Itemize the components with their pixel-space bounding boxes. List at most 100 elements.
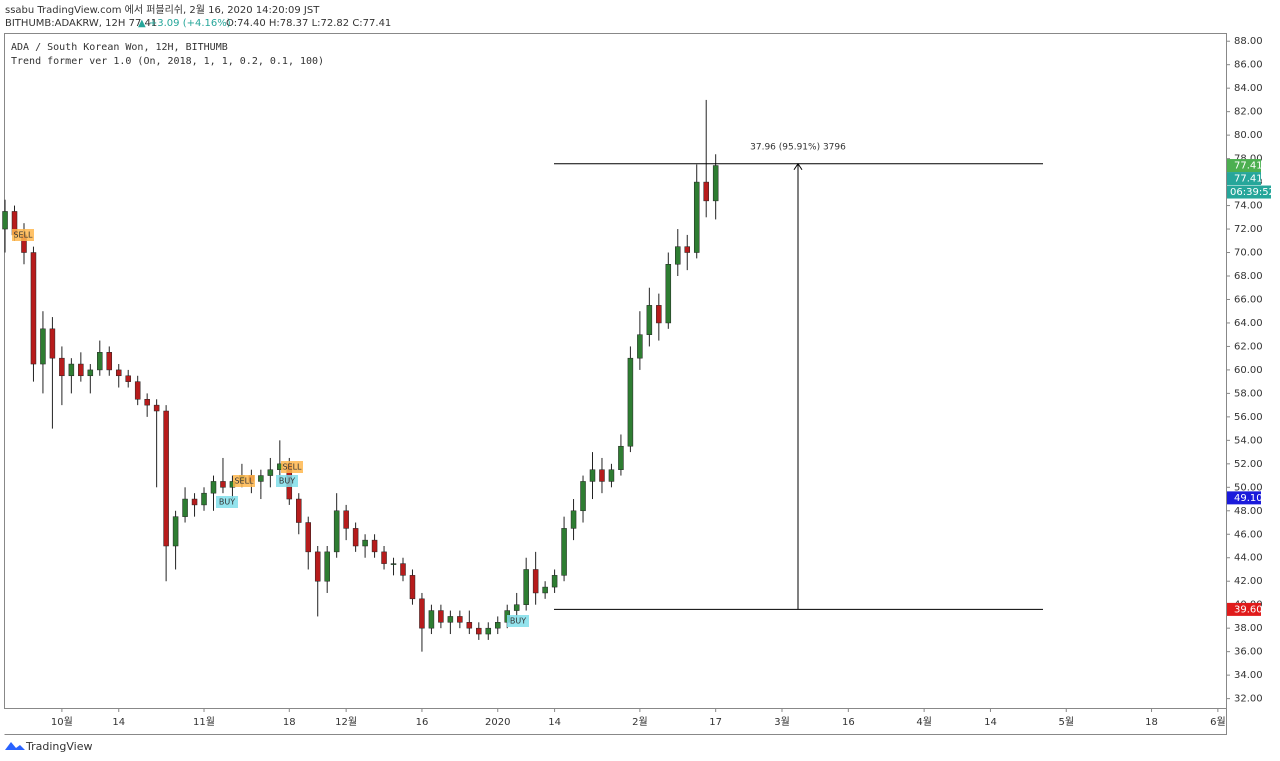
y-tick-label: 42.00 (1234, 576, 1263, 587)
candle-body (324, 551, 330, 582)
candle-body (371, 539, 378, 553)
signal-label: BUY (279, 477, 295, 486)
y-tick-label: 80.00 (1234, 130, 1263, 141)
candle-body (314, 551, 321, 582)
candle-body (59, 357, 65, 377)
candle-body (551, 575, 558, 588)
candle-body (419, 598, 425, 629)
candle-body (580, 481, 586, 512)
candle-body (409, 575, 416, 600)
candle-body (627, 357, 634, 447)
price-label: 39.60 (1234, 604, 1263, 615)
y-tick-label: 66.00 (1234, 294, 1263, 305)
signal-box (12, 229, 34, 241)
candle-body (333, 510, 340, 553)
signal-label: SELL (234, 477, 254, 486)
candle-body (523, 569, 529, 605)
candle-body (144, 399, 150, 406)
candle-body (220, 481, 226, 488)
candle-body (466, 622, 473, 629)
candle-body (172, 516, 179, 547)
signal-box (276, 475, 298, 487)
signal-box (216, 496, 238, 508)
x-tick-label: 4월 (916, 716, 932, 728)
x-tick-label: 11월 (193, 716, 215, 728)
candle-body (476, 627, 482, 635)
x-tick-label: 18 (1145, 717, 1158, 728)
candle-body (210, 481, 217, 494)
countdown: 06:39:52 (1230, 187, 1275, 198)
arrow-head (793, 162, 803, 171)
candle-body (570, 510, 577, 529)
y-tick-label: 72.00 (1234, 224, 1263, 235)
y-tick-label: 54.00 (1234, 435, 1263, 446)
price-label: 77.41 (1234, 161, 1263, 172)
candle-body (457, 616, 463, 623)
price-label-box (1227, 491, 1261, 505)
candle-body (438, 610, 444, 623)
y-tick-label: 64.00 (1234, 318, 1263, 329)
candle-body (305, 522, 311, 553)
x-tick-label: 14 (548, 717, 561, 728)
candle-body (712, 165, 719, 202)
y-tick-label: 62.00 (1234, 341, 1263, 352)
candle-body (115, 369, 122, 377)
legend-indicator: Trend former ver 1.0 (On, 2018, 1, 1, 0.… (11, 56, 324, 67)
candle-body (191, 498, 198, 506)
candle-body (513, 604, 520, 611)
price-label: 77.41 (1234, 174, 1263, 185)
candle-body (589, 469, 596, 482)
candle-body (97, 352, 103, 371)
candle-body (182, 498, 188, 517)
y-tick-label: 56.00 (1234, 412, 1263, 423)
y-tick-label: 86.00 (1234, 60, 1263, 71)
candle-body (637, 334, 643, 359)
candle-body (608, 469, 615, 482)
x-tick-label: 6월 (1210, 716, 1226, 728)
candle-body (646, 305, 653, 335)
candle-body (78, 363, 84, 377)
measure-label: 37.96 (95.91%) 3796 (750, 142, 846, 152)
candle-body (542, 586, 548, 594)
candle-body (106, 352, 113, 371)
x-tick-label: 2월 (632, 716, 648, 728)
candle-body (163, 410, 169, 547)
candle-body (296, 498, 302, 523)
signal-box (507, 615, 529, 627)
candle-body (381, 551, 387, 564)
candle-body (675, 246, 681, 265)
candle-body (665, 264, 672, 324)
signal-box (233, 475, 255, 487)
signal-label: BUY (219, 498, 235, 507)
candle-body (494, 622, 501, 629)
x-tick-label: 17 (709, 717, 722, 728)
y-tick-label: 68.00 (1234, 271, 1263, 282)
signal-label: SELL (282, 463, 302, 472)
candle-body (134, 381, 141, 400)
candle-body (40, 328, 46, 365)
legend-symbol: ADA / South Korean Won, 12H, BITHUMB (11, 42, 228, 53)
candle-body (390, 563, 397, 565)
y-tick-label: 46.00 (1234, 529, 1263, 540)
candle-body (352, 528, 359, 547)
y-tick-label: 52.00 (1234, 459, 1263, 470)
candle-body (201, 492, 207, 506)
x-tick-label: 2020 (485, 717, 510, 728)
publish-info: ssabu TradingView.com 에서 퍼블리쉬, 2월 16, 20… (5, 4, 320, 16)
candle-body (447, 616, 454, 623)
y-tick-label: 74.00 (1234, 201, 1263, 212)
candle-body (485, 627, 492, 635)
ohlc-info: O:74.40 H:78.37 L:72.82 C:77.41 (226, 18, 391, 29)
signal-box (281, 461, 303, 473)
x-tick-label: 5월 (1058, 716, 1074, 728)
x-tick-label: 16 (416, 717, 429, 728)
change-info: ▲ +3.09 (+4.16%) (138, 18, 231, 29)
y-tick-label: 48.00 (1234, 506, 1263, 517)
candle-body (30, 252, 37, 365)
countdown-box (1227, 185, 1271, 199)
x-tick-label: 14 (984, 717, 997, 728)
candle-body (49, 328, 56, 359)
y-tick-label: 88.00 (1234, 36, 1263, 47)
